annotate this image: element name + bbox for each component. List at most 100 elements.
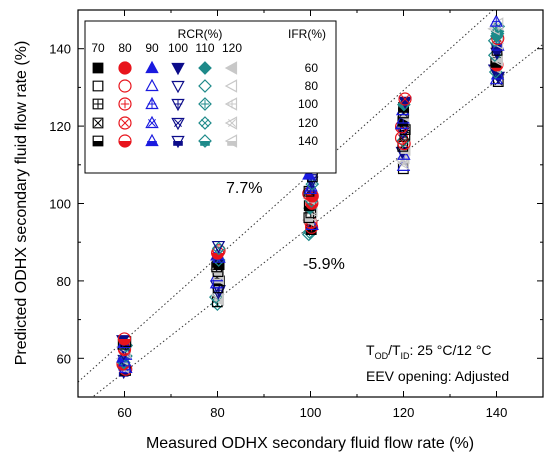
legend-marker	[171, 62, 185, 76]
y-tick-label: 120	[49, 119, 71, 134]
marker-shape	[92, 62, 104, 74]
x-tick-label: 120	[393, 405, 415, 420]
marker-shape	[302, 167, 316, 180]
marker-half-fill	[119, 141, 131, 147]
legend-marker	[224, 61, 238, 75]
y-tick-label: 140	[49, 42, 71, 57]
legend: RCR(%) IFR(%) 70 80 90 100 110 120 60 80 100 120 1…	[84, 20, 337, 174]
marker-shape	[198, 116, 212, 130]
marker-half-fill	[200, 141, 210, 146]
legend-marker	[118, 61, 132, 75]
marker-shape	[171, 117, 185, 131]
marker-shape	[198, 79, 212, 93]
y-axis-label: Predicted ODHX secondary fluid flow rate…	[13, 41, 30, 366]
legend-ifr-label: 60	[305, 61, 319, 75]
marker-shape	[171, 98, 185, 112]
marker-shape	[145, 115, 159, 129]
marker-shape	[397, 140, 409, 152]
legend-ifr-label: 100	[298, 97, 318, 111]
legend-marker	[198, 61, 212, 75]
y-tick-label: 60	[57, 351, 71, 366]
legend-marker	[224, 97, 238, 111]
legend-rcr-label: 90	[145, 41, 159, 55]
marker-shape	[224, 97, 238, 111]
legend-rcr-title: RCR(%)	[178, 27, 223, 41]
legend-marker	[92, 80, 104, 92]
data-point	[489, 14, 503, 27]
marker-cross-b	[94, 119, 102, 127]
data-point	[211, 240, 226, 254]
marker-shape	[171, 80, 185, 94]
x-tick-label: 60	[117, 405, 131, 420]
data-points	[115, 14, 506, 380]
legend-rcr-label: 110	[195, 41, 214, 55]
marker-half-fill	[147, 141, 157, 146]
marker-shape	[118, 97, 132, 111]
marker-shape	[224, 61, 238, 75]
marker-shape	[92, 117, 104, 129]
legend-marker	[198, 116, 212, 130]
marker-shape	[224, 116, 238, 130]
legend-marker	[92, 62, 104, 74]
legend-marker	[118, 116, 132, 130]
marker-shape	[92, 80, 104, 92]
eev-annotation: EEV opening: Adjusted	[366, 368, 509, 384]
marker-shape	[145, 96, 159, 110]
y-tick-label: 80	[57, 274, 71, 289]
marker-shape	[198, 61, 212, 75]
legend-marker	[118, 97, 132, 111]
marker-half-fill	[118, 338, 131, 345]
legend-rcr-label: 100	[168, 41, 188, 55]
legend-rcr-label: 80	[118, 41, 132, 55]
marker-shape	[211, 240, 226, 254]
x-tick-label: 80	[210, 405, 224, 420]
marker-cross-b	[121, 119, 129, 127]
marker-shape	[145, 60, 159, 74]
marker-cross-b	[148, 119, 156, 127]
axis-ticks: 60 60 80 80 100 100 120 120 140 140	[49, 9, 544, 420]
data-point	[302, 167, 316, 180]
legend-marker	[198, 79, 212, 93]
data-point	[212, 244, 226, 258]
legend-marker	[171, 117, 185, 131]
x-tick-label: 100	[300, 405, 322, 420]
legend-marker	[118, 134, 132, 148]
legend-rcr-label: 70	[91, 41, 105, 55]
marker-half-fill	[227, 141, 237, 146]
legend-rcr-label: 120	[222, 41, 242, 55]
legend-marker	[92, 117, 104, 129]
marker-shape	[489, 14, 503, 27]
legend-box	[84, 20, 337, 174]
legend-ifr-label: 120	[298, 116, 318, 130]
marker-half-fill	[173, 141, 183, 146]
marker-cross-b	[201, 119, 209, 127]
error-band-line	[91, 43, 543, 397]
band-label-upper: 7.7%	[226, 180, 262, 197]
data-point	[398, 92, 412, 106]
marker-shape	[118, 79, 132, 93]
legend-marker	[92, 135, 104, 147]
marker-cross-b	[401, 95, 409, 103]
band-label-lower: -5.9%	[303, 256, 345, 273]
y-tick-label: 100	[49, 197, 71, 212]
conditions-annotation: TOD/TID: 25 °C/12 °C	[366, 342, 492, 361]
legend-ifr-label: 80	[305, 79, 319, 93]
marker-shape	[198, 134, 212, 148]
marker-cross-b	[174, 119, 182, 127]
marker-half-fill	[492, 57, 502, 63]
legend-marker	[118, 79, 132, 93]
marker-shape	[145, 78, 159, 92]
marker-shape	[398, 92, 412, 106]
legend-marker	[92, 98, 104, 110]
legend-marker	[145, 115, 159, 129]
legend-marker	[171, 98, 185, 112]
marker-shape	[92, 98, 104, 110]
marker-shape	[171, 62, 185, 76]
legend-marker	[224, 116, 238, 130]
x-tick-label: 140	[486, 405, 508, 420]
legend-ifr-label: 140	[298, 134, 318, 148]
legend-marker	[198, 97, 212, 111]
marker-cross-b	[228, 119, 236, 127]
data-point	[117, 332, 132, 346]
